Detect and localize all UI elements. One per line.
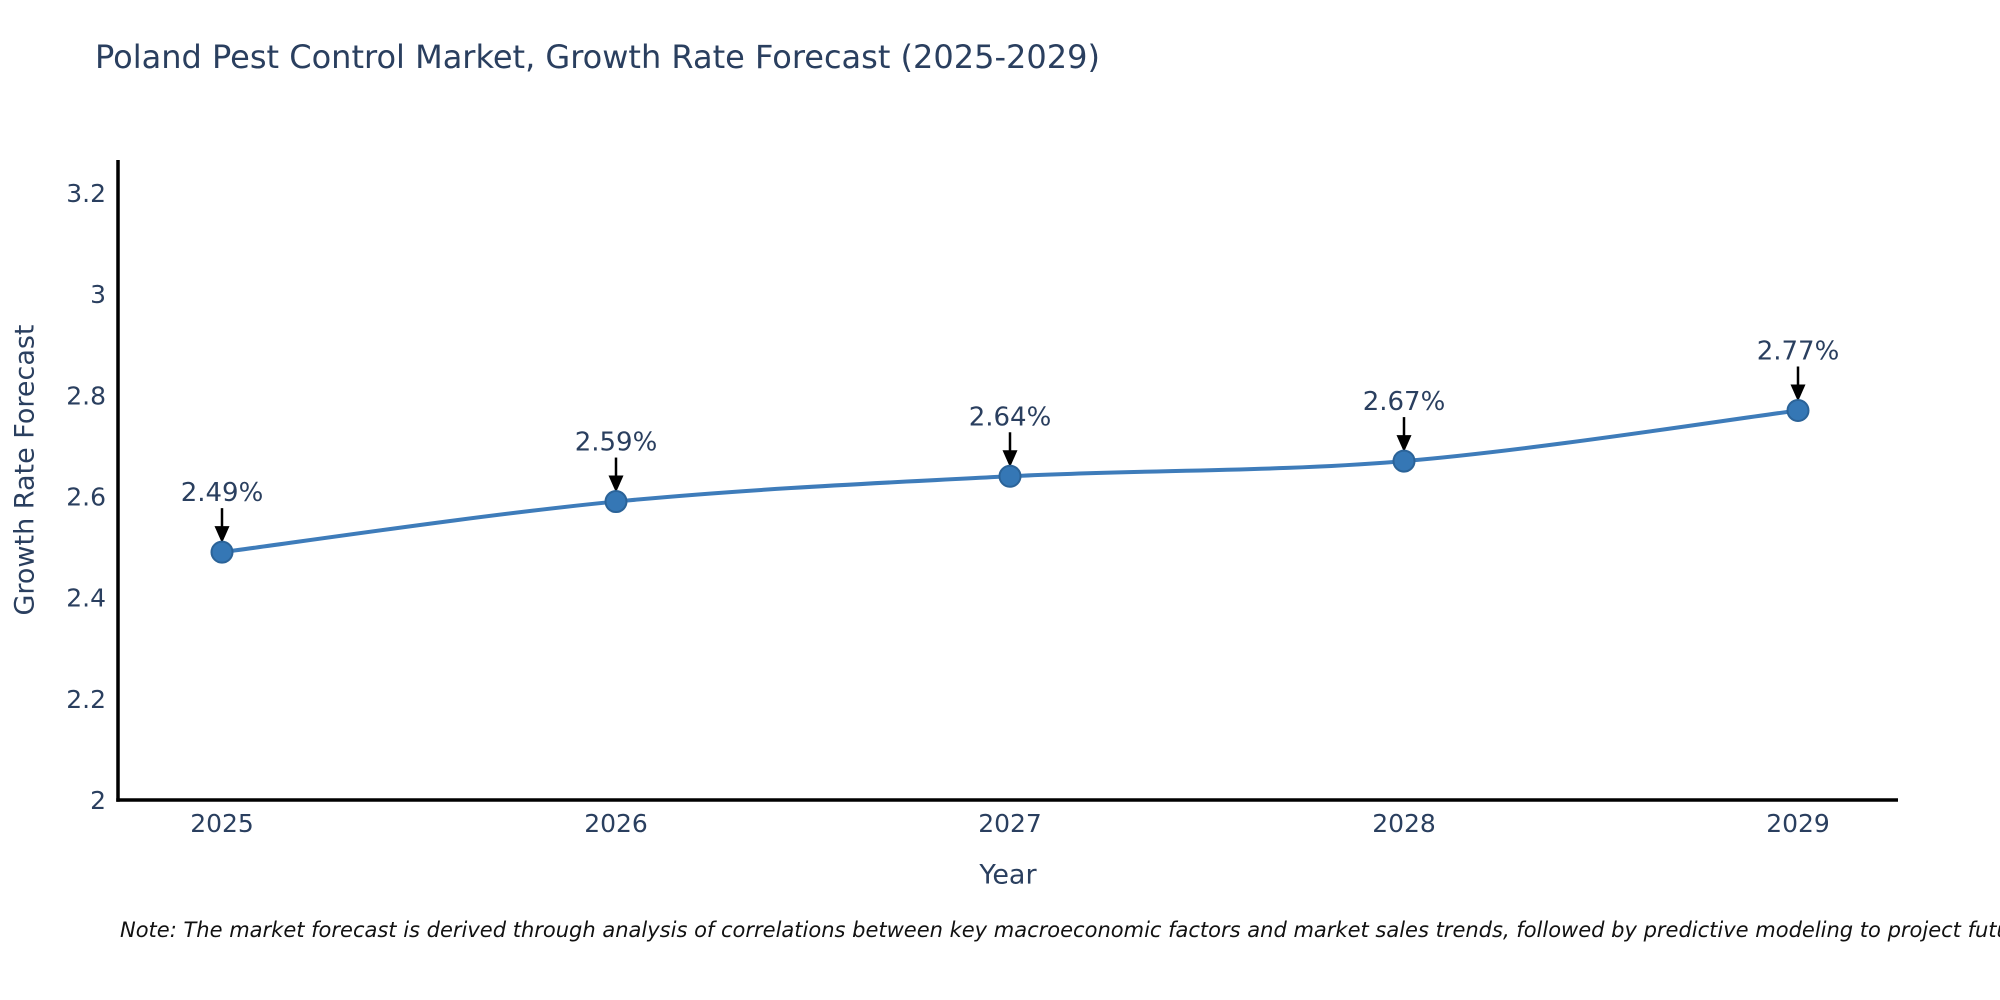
point-label: 2.64% [969, 402, 1052, 432]
annotation-arrowhead [214, 526, 230, 544]
annotation-arrowhead [1396, 435, 1412, 453]
x-axis-title: Year [979, 859, 1037, 891]
data-point [1786, 399, 1810, 423]
annotation-arrowhead [1002, 450, 1018, 468]
x-tick-label: 2029 [1766, 809, 1830, 838]
footnote: Note: The market forecast is derived thr… [120, 918, 2000, 942]
y-tick-label: 2.8 [66, 381, 106, 410]
point-label: 2.59% [575, 428, 658, 458]
y-tick-label: 2.4 [66, 584, 106, 613]
y-tick-label: 3.2 [66, 179, 106, 208]
y-tick-label: 2.6 [66, 483, 106, 512]
y-tick-label: 2.2 [66, 685, 106, 714]
x-tick-label: 2026 [584, 809, 648, 838]
x-tick-label: 2025 [190, 809, 254, 838]
chart-title: Poland Pest Control Market, Growth Rate … [95, 38, 1100, 76]
data-point [604, 490, 628, 514]
x-tick-label: 2028 [1372, 809, 1436, 838]
point-label: 2.77% [1757, 337, 1840, 367]
x-tick-label: 2027 [978, 809, 1042, 838]
point-label: 2.67% [1363, 387, 1446, 417]
data-point [998, 464, 1022, 488]
data-point [1392, 449, 1416, 473]
y-tick-label: 3 [90, 280, 106, 309]
point-label: 2.49% [181, 478, 264, 508]
y-tick-label: 2 [90, 786, 106, 815]
annotation-arrowhead [1790, 384, 1806, 402]
data-point [210, 540, 234, 564]
annotation-arrowhead [608, 475, 624, 493]
